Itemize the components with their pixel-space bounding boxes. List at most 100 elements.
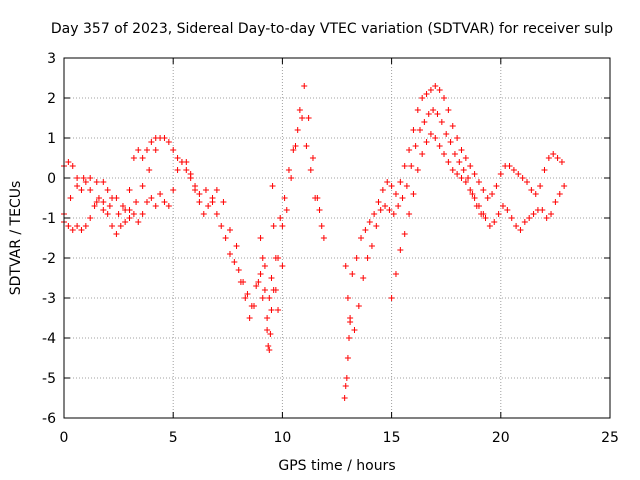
data-point [388, 183, 395, 189]
data-point [126, 187, 133, 193]
data-point [183, 167, 190, 173]
data-point [213, 211, 220, 217]
data-point [358, 235, 365, 241]
data-point [82, 179, 89, 185]
data-point [341, 395, 348, 401]
data-point [504, 207, 511, 213]
data-point [78, 187, 85, 193]
data-point [285, 167, 292, 173]
data-point [196, 199, 203, 205]
data-point [266, 295, 273, 301]
data-point [548, 211, 555, 217]
data-point [100, 199, 107, 205]
data-point [152, 147, 159, 153]
series-track-a [61, 115, 327, 333]
data-point [506, 163, 513, 169]
data-point [436, 87, 443, 93]
data-point [510, 167, 517, 173]
data-point [408, 163, 415, 169]
data-point [314, 195, 321, 201]
data-point [558, 159, 565, 165]
data-point [226, 227, 233, 233]
data-point [462, 179, 469, 185]
data-point [342, 383, 349, 389]
data-point [449, 167, 456, 173]
data-point [373, 223, 380, 229]
data-point [192, 183, 199, 189]
data-point [419, 151, 426, 157]
data-point [392, 191, 399, 197]
data-point [316, 207, 323, 213]
data-point [513, 223, 520, 229]
data-point [414, 167, 421, 173]
y-tick-label: 0 [47, 171, 56, 187]
data-point [235, 267, 242, 273]
data-point [161, 135, 168, 141]
data-point [368, 243, 375, 249]
data-point [196, 191, 203, 197]
data-point [261, 263, 268, 269]
x-axis-label: GPS time / hours [278, 458, 395, 474]
data-point [233, 243, 240, 249]
data-point [259, 255, 266, 261]
data-point [388, 295, 395, 301]
data-point [410, 127, 417, 133]
data-point [202, 187, 209, 193]
x-tick-label: 0 [60, 430, 69, 446]
data-point [69, 163, 76, 169]
data-point [130, 211, 137, 217]
data-point [395, 203, 402, 209]
data-point [454, 171, 461, 177]
data-point [475, 179, 482, 185]
data-point [353, 255, 360, 261]
data-point [545, 155, 552, 161]
x-tick-label: 25 [601, 430, 619, 446]
data-point [397, 179, 404, 185]
data-point [279, 263, 286, 269]
y-tick-label: -2 [42, 251, 56, 267]
data-point [406, 211, 413, 217]
data-point [360, 275, 367, 281]
data-point [441, 151, 448, 157]
data-point [397, 247, 404, 253]
data-point [87, 215, 94, 221]
data-point [519, 175, 526, 181]
data-point [139, 211, 146, 217]
series-scatter-9h [257, 183, 286, 353]
data-point [467, 187, 474, 193]
data-point [275, 255, 282, 261]
data-point [462, 155, 469, 161]
data-point [205, 203, 212, 209]
y-tick-label: -5 [42, 371, 56, 387]
data-point [491, 219, 498, 225]
data-point [482, 215, 489, 221]
data-point [294, 127, 301, 133]
data-point [521, 219, 528, 225]
data-point [283, 207, 290, 213]
data-point [74, 175, 81, 181]
data-point [390, 211, 397, 217]
data-point [253, 283, 260, 289]
data-point [113, 195, 120, 201]
data-point [67, 195, 74, 201]
data-point [270, 223, 277, 229]
data-point [344, 355, 351, 361]
data-point [183, 159, 190, 165]
data-point [410, 191, 417, 197]
data-point [95, 195, 102, 201]
data-point [264, 327, 271, 333]
data-point [290, 147, 297, 153]
y-tick-label: 3 [47, 51, 56, 67]
data-point [126, 215, 133, 221]
y-tick-label: -1 [42, 211, 56, 227]
data-point [403, 183, 410, 189]
data-point [386, 207, 393, 213]
data-point [305, 115, 312, 121]
data-point [465, 175, 472, 181]
data-point [187, 175, 194, 181]
data-point [528, 187, 535, 193]
data-point [539, 207, 546, 213]
y-tick-label: -6 [42, 411, 56, 427]
data-point [419, 95, 426, 101]
